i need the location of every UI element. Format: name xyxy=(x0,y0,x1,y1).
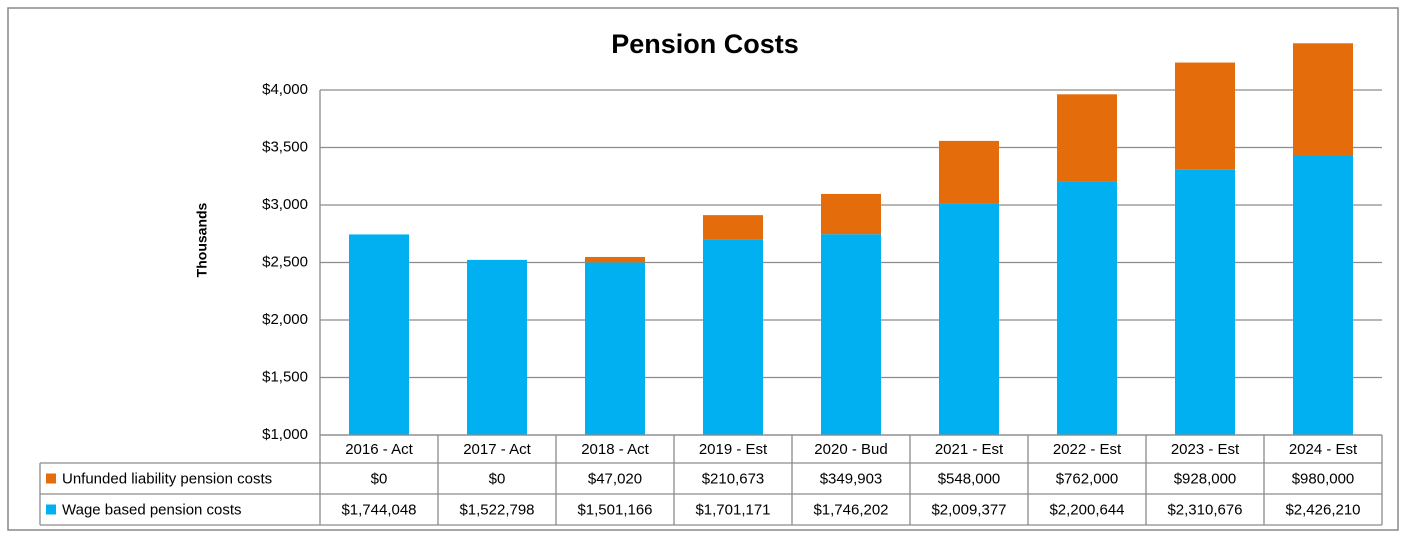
table-cell: $548,000 xyxy=(938,470,1001,487)
bar-segment xyxy=(1293,155,1353,436)
y-tick-label: $3,000 xyxy=(262,196,308,213)
table-cell: $1,522,798 xyxy=(459,501,534,518)
y-tick-label: $1,500 xyxy=(262,368,308,385)
bar-segment xyxy=(1057,94,1117,182)
x-tick-label: 2024 - Est xyxy=(1289,441,1358,458)
bar-segment xyxy=(1175,169,1235,435)
x-tick-label: 2018 - Act xyxy=(581,441,649,458)
y-tick-label: $4,000 xyxy=(262,81,308,98)
x-tick-label: 2017 - Act xyxy=(463,441,531,458)
bar-segment xyxy=(1293,43,1353,156)
table-cell: $0 xyxy=(371,470,388,487)
bar-segment xyxy=(585,262,645,435)
table-cell: $2,009,377 xyxy=(931,501,1006,518)
table-cell: $1,744,048 xyxy=(341,501,416,518)
table-cell: $980,000 xyxy=(1292,470,1355,487)
table-cell: $2,200,644 xyxy=(1049,501,1124,518)
table-cell: $1,701,171 xyxy=(695,501,770,518)
chart-title: Pension Costs xyxy=(611,29,799,59)
bar-segment xyxy=(939,203,999,435)
bar-segment xyxy=(467,259,527,435)
y-tick-label: $3,500 xyxy=(262,138,308,155)
table-cell: $1,501,166 xyxy=(577,501,652,518)
legend-swatch xyxy=(46,473,56,484)
table-cell: $210,673 xyxy=(702,470,765,487)
x-tick-label: 2023 - Est xyxy=(1171,441,1240,458)
table-cell: $928,000 xyxy=(1174,470,1237,487)
legend-label: Unfunded liability pension costs xyxy=(62,470,272,487)
legend-label: Wage based pension costs xyxy=(62,501,242,518)
table-cell: $349,903 xyxy=(820,470,883,487)
x-tick-label: 2021 - Est xyxy=(935,441,1004,458)
bar-segment xyxy=(821,234,881,435)
x-tick-label: 2016 - Act xyxy=(345,441,413,458)
bar-segment xyxy=(703,239,763,435)
bar-segment xyxy=(585,256,645,263)
x-tick-label: 2020 - Bud xyxy=(814,441,887,458)
legend-swatch xyxy=(46,504,56,515)
table-cell: $2,310,676 xyxy=(1167,501,1242,518)
table-cell: $0 xyxy=(489,470,506,487)
y-tick-label: $2,000 xyxy=(262,311,308,328)
table-cell: $762,000 xyxy=(1056,470,1119,487)
bar-segment xyxy=(703,215,763,240)
x-tick-label: 2019 - Est xyxy=(699,441,768,458)
bar-segment xyxy=(349,234,409,435)
bar-segment xyxy=(1057,181,1117,435)
bar-segment xyxy=(939,140,999,204)
table-cell: $1,746,202 xyxy=(813,501,888,518)
y-axis-label: Thousands xyxy=(194,202,210,277)
bar-segment xyxy=(1175,62,1235,170)
table-cell: $2,426,210 xyxy=(1285,501,1360,518)
table-cell: $47,020 xyxy=(588,470,642,487)
y-tick-label: $2,500 xyxy=(262,253,308,270)
y-tick-label: $1,000 xyxy=(262,426,308,443)
x-tick-label: 2022 - Est xyxy=(1053,441,1122,458)
bar-segment xyxy=(821,193,881,235)
